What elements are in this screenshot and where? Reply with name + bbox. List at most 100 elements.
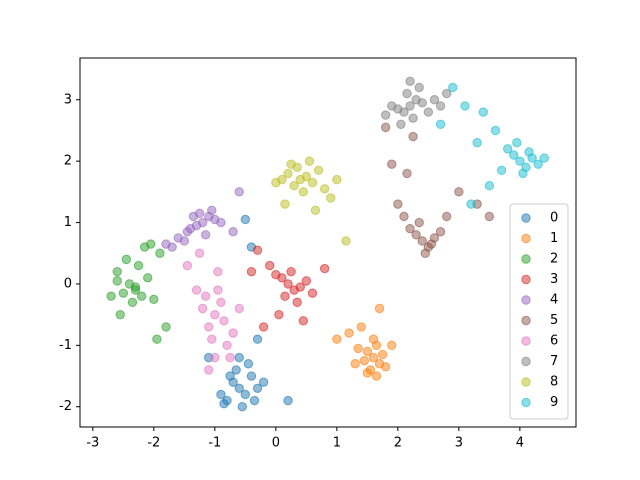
point [234,303,244,314]
point [387,101,397,111]
point [405,101,415,111]
point [112,266,122,277]
point [207,205,217,215]
point [396,119,406,130]
point [289,181,299,191]
point [252,334,263,344]
point [265,260,275,271]
point [204,322,214,332]
point [243,359,254,369]
point [307,177,318,188]
point [112,276,122,286]
point [118,288,129,298]
legend-marker [521,254,531,264]
point [387,159,397,169]
y-tick-label: 1 [64,215,72,230]
point [200,291,211,301]
point [210,352,220,363]
point [213,266,223,277]
point [435,101,446,111]
point [310,205,321,215]
point [512,138,522,148]
point [356,322,366,332]
point [420,248,431,258]
y-tick-label: 2 [64,154,72,169]
point [216,217,226,228]
legend-label: 0 [550,211,558,226]
point [307,288,318,298]
point [149,294,159,304]
point [240,389,251,400]
point [136,291,147,301]
x-tick-label: -3 [86,436,99,451]
point [283,395,293,406]
point [377,349,388,360]
point [234,187,244,197]
point [460,101,470,111]
legend-marker [521,377,531,387]
point [283,279,293,289]
point [405,76,415,87]
point [252,245,263,255]
point [472,138,482,148]
point [298,187,308,197]
point [402,88,412,99]
legend-label: 3 [550,272,558,287]
x-tick-label: -1 [208,436,221,451]
point [411,230,421,240]
point [408,131,418,142]
legend-marker [521,336,531,346]
point [283,168,293,179]
point [478,107,488,117]
point [207,334,217,344]
point [188,211,199,222]
point [274,309,284,320]
point [371,371,382,381]
point [374,303,385,314]
point [295,282,305,292]
point [161,322,171,332]
point [441,88,452,99]
point [332,174,342,185]
point [515,156,525,166]
point [380,110,391,120]
y-tick-label: -1 [59,338,72,353]
point [319,263,330,274]
point [435,119,446,130]
legend-marker [521,213,531,223]
point [106,291,116,301]
point [414,82,424,93]
point [231,365,241,375]
point [380,362,391,372]
point [368,334,379,344]
point [240,214,251,225]
point [539,153,549,163]
point [393,199,403,209]
y-tick-label: -2 [59,399,72,414]
point [271,177,281,188]
point [359,355,370,366]
y-tick-label: 0 [64,276,72,291]
point [454,187,464,197]
legend-label: 5 [550,313,558,328]
point [182,260,193,271]
point [130,282,141,292]
point [258,322,269,332]
point [402,168,412,179]
legend-label: 7 [550,354,558,369]
point [490,125,501,136]
point [466,199,476,209]
y-tick-label: 3 [64,92,72,107]
point [197,303,208,314]
point [204,365,214,375]
point [341,236,351,246]
point [213,285,223,295]
x-tick-label: 4 [516,436,524,451]
legend-label: 6 [550,334,558,349]
point [399,211,409,222]
legend-label: 1 [550,231,558,246]
point [533,159,543,169]
point [127,297,138,308]
point [146,239,156,249]
x-tick-label: 3 [455,436,463,451]
